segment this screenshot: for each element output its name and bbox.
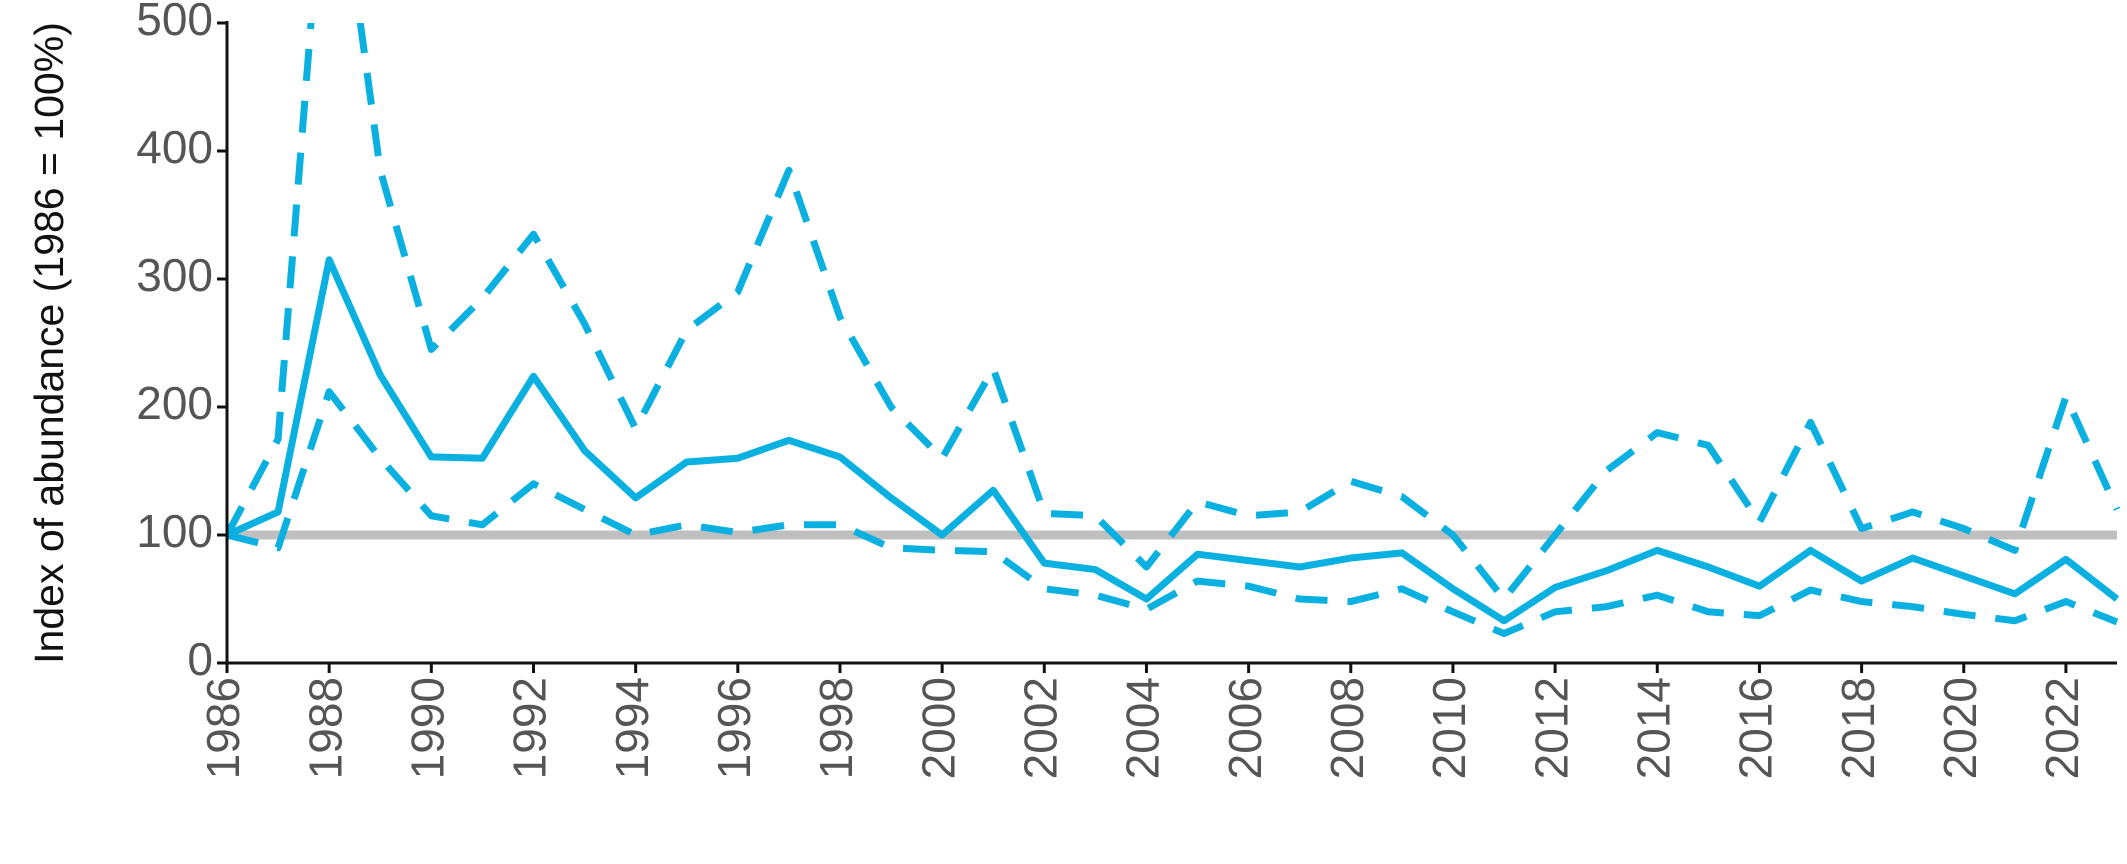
y-tick-label: 400 (136, 121, 213, 173)
y-tick-label: 100 (136, 505, 213, 557)
x-tick-label: 2010 (1423, 677, 1475, 779)
x-tick-label: 2014 (1627, 677, 1679, 779)
y-tick-label: 200 (136, 377, 213, 429)
x-tick-label: 2006 (1219, 677, 1271, 779)
x-tick-label: 2018 (1832, 677, 1884, 779)
y-axis-label: Index of abundance (1986 = 100%) (26, 22, 72, 664)
x-tick-label: 2020 (1934, 677, 1986, 779)
x-tick-label: 1986 (197, 677, 249, 779)
x-tick-label: 1988 (299, 677, 351, 779)
x-tick-label: 2004 (1117, 677, 1169, 779)
x-tick-label: 2000 (912, 677, 964, 779)
y-tick-label: 500 (136, 0, 213, 45)
y-tick-label: 0 (187, 633, 213, 685)
y-tick-label: 300 (136, 249, 213, 301)
x-tick-label: 2022 (2036, 677, 2088, 779)
x-tick-label: 1994 (606, 677, 658, 779)
x-tick-label: 1998 (810, 677, 862, 779)
index-line (227, 256, 2120, 625)
x-tick-label: 2008 (1321, 677, 1373, 779)
x-tick-label: 2012 (1525, 677, 1577, 779)
plot-area (227, 23, 2121, 638)
x-tick-label: 1990 (401, 677, 453, 779)
x-tick-label: 2016 (1730, 677, 1782, 779)
x-tick-label: 1992 (504, 677, 556, 779)
x-tick-label: 2002 (1014, 677, 1066, 779)
ci-line (227, 23, 2121, 603)
ci-line (227, 388, 2119, 638)
x-tick-label: 1996 (708, 677, 760, 779)
